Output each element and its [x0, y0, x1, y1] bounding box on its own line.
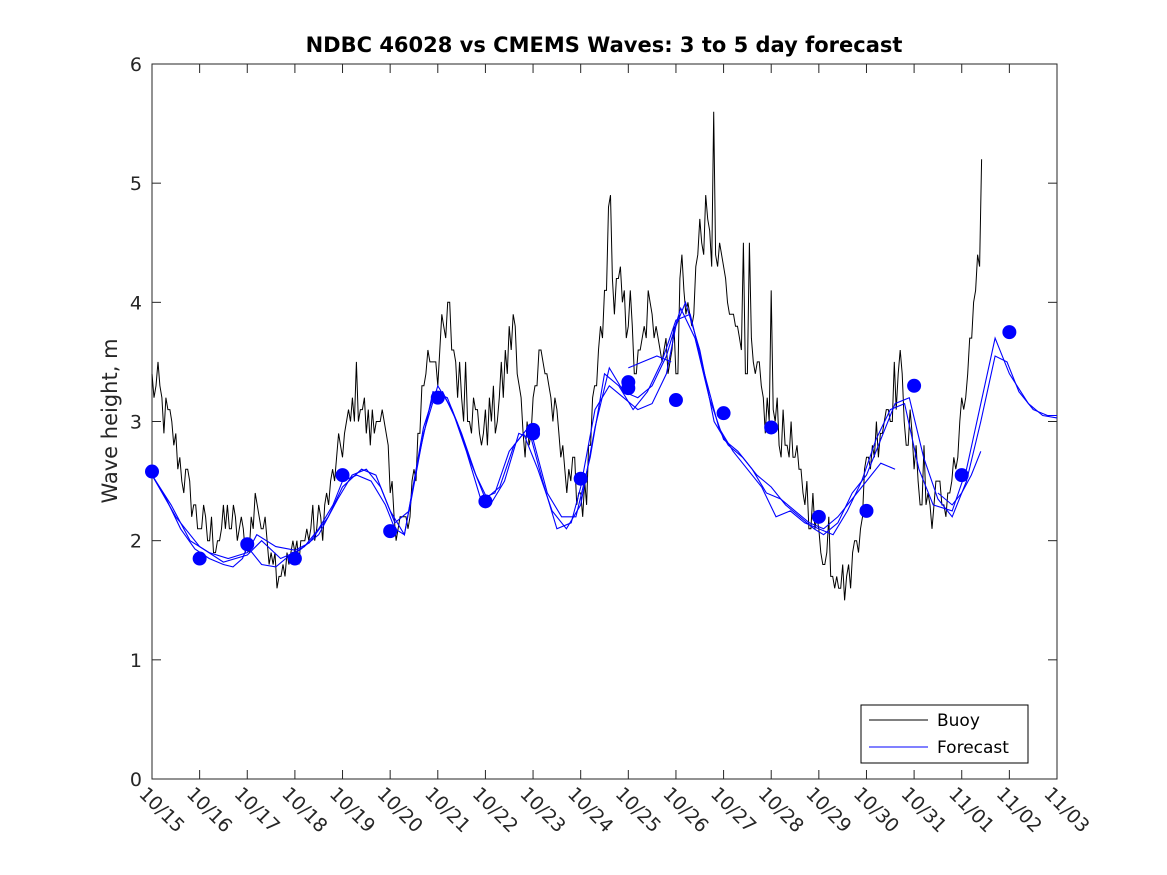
- forecast-point: [573, 471, 588, 486]
- x-tick-label: 10/30: [849, 783, 903, 837]
- x-tick-label: 10/19: [325, 783, 379, 837]
- forecast-point: [859, 503, 874, 518]
- x-tick-label: 10/20: [373, 783, 427, 837]
- forecast-point: [430, 390, 445, 405]
- x-tick-label: 11/02: [992, 783, 1046, 837]
- forecast-point: [621, 381, 636, 396]
- x-tick-label: 10/21: [420, 783, 474, 837]
- legend: Buoy Forecast: [860, 704, 1029, 764]
- x-tick-label: 10/18: [277, 783, 331, 837]
- y-tick-label: 3: [130, 412, 142, 434]
- forecast-point: [192, 551, 207, 566]
- x-tick-label: 10/26: [658, 783, 712, 837]
- y-tick-label: 1: [130, 650, 142, 672]
- y-axis-label: Wave height, m: [98, 338, 122, 503]
- x-tick-label: 10/16: [182, 783, 236, 837]
- forecast-point: [287, 551, 302, 566]
- forecast-point: [764, 420, 779, 435]
- y-tick-label: 4: [130, 292, 142, 314]
- y-tick-label: 2: [130, 531, 142, 553]
- forecast-point: [954, 468, 969, 483]
- axes-box: [151, 63, 1058, 780]
- x-tick-label: 10/25: [611, 783, 665, 837]
- forecast-point: [811, 509, 826, 524]
- forecast-point: [526, 426, 541, 441]
- forecast-point: [478, 494, 493, 509]
- y-tick-label: 6: [130, 54, 142, 76]
- y-tick-label: 5: [130, 173, 142, 195]
- x-tick-label: 10/17: [230, 783, 284, 837]
- legend-forecast-label: Forecast: [937, 738, 1009, 758]
- x-tick-label: 10/29: [801, 783, 855, 837]
- x-tick-label: 10/15: [134, 783, 188, 837]
- forecast-point: [335, 468, 350, 483]
- legend-buoy-label: Buoy: [937, 711, 980, 731]
- x-tick-label: 10/24: [563, 783, 617, 837]
- x-tick-label: 10/22: [468, 783, 522, 837]
- forecast-point: [1002, 325, 1017, 340]
- forecast-run-line: [628, 355, 672, 369]
- x-tick-label: 11/01: [944, 783, 998, 837]
- x-tick-label: 11/03: [1039, 783, 1093, 837]
- forecast-run-line: [151, 306, 896, 563]
- chart-title: NDBC 46028 vs CMEMS Waves: 3 to 5 day fo…: [306, 33, 903, 57]
- x-tick-label: 10/23: [516, 783, 570, 837]
- forecast-point: [145, 464, 159, 479]
- forecast-point: [716, 406, 731, 421]
- y-tick-label: 0: [130, 769, 142, 791]
- forecast-point: [240, 537, 255, 552]
- forecast-point: [907, 378, 922, 393]
- x-tick-label: 10/28: [754, 783, 808, 837]
- forecast-point: [383, 524, 398, 539]
- forecast-run-line: [937, 451, 982, 506]
- legend-box: [860, 704, 1029, 764]
- x-tick-label: 10/27: [706, 783, 760, 837]
- forecast-point: [668, 393, 683, 408]
- x-tick-label: 10/31: [897, 783, 951, 837]
